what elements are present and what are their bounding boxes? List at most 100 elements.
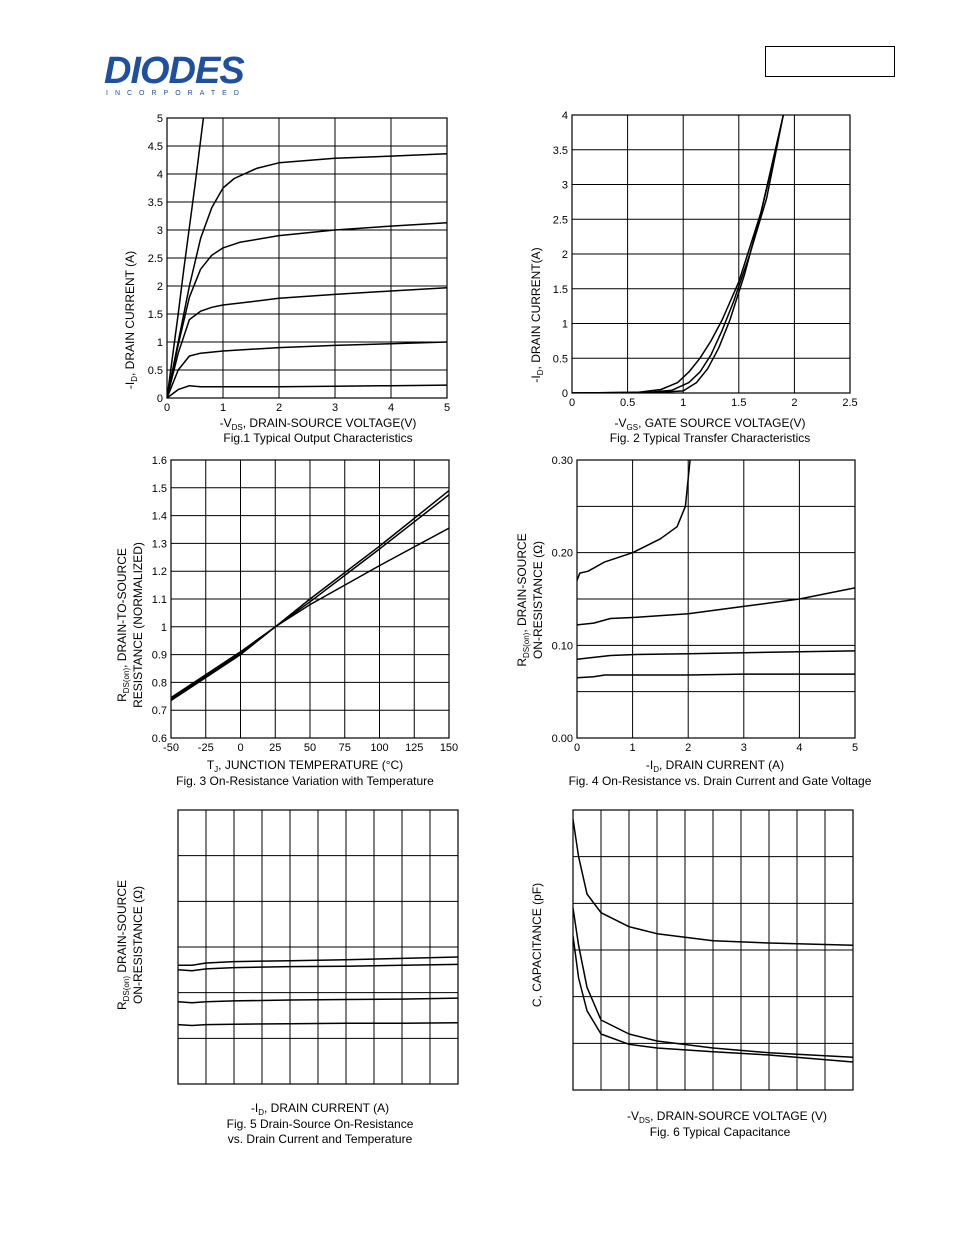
fig2-series-line-3 — [572, 142, 779, 393]
fig2-ytick-label: 3.5 — [553, 145, 568, 157]
fig4-xtick-label: 0 — [574, 742, 580, 754]
fig2-xtick-label: 0 — [569, 397, 575, 409]
fig3-xtick-label: 0 — [237, 742, 243, 754]
fig3-ytick-label: 1.2 — [152, 566, 167, 578]
fig3-xtick-label: 75 — [339, 742, 351, 754]
fig3-xtick-label: 125 — [405, 742, 423, 754]
fig4-xtick-label: 1 — [630, 742, 636, 754]
fig1-ytick-label: 0 — [157, 393, 163, 405]
fig2-chart: 0 0.5 1 1.5 2 2.5 0 0.5 1 1.5 2 2.5 3 3.5 4 -ID, DRAIN… — [529, 110, 858, 445]
fig6-caption: Fig. 6 Typical Capacitance — [650, 1125, 791, 1139]
fig4-ylabel-2: ON-RESISTANCE (Ω) — [531, 541, 545, 659]
fig3-ytick-label: 1.3 — [152, 538, 167, 550]
fig5-chart: RDS(on) DRAIN-SOURCE ON-RESISTANCE (Ω) -… — [115, 809, 459, 1146]
fig3-xtick-label: 100 — [370, 742, 388, 754]
fig3-ytick-label: 1.1 — [152, 594, 167, 606]
fig1-xtick-label: 1 — [220, 402, 226, 414]
fig1-ytick-label: 1 — [157, 337, 163, 349]
fig1-series-line-4 — [167, 286, 447, 398]
fig5-plot-frame — [177, 809, 459, 1085]
fig5-ylabel: RDS(on) DRAIN-SOURCE — [115, 880, 131, 1010]
fig1-ytick-label: 4 — [157, 169, 163, 181]
fig3-ytick-label: 0.7 — [152, 705, 167, 717]
fig3-xtick-label: -50 — [163, 742, 179, 754]
fig4-ytick-label: 0.30 — [552, 455, 573, 467]
fig6-plot-frame — [572, 809, 854, 1091]
fig4-xtick-label: 2 — [685, 742, 691, 754]
fig3-xtick-label: 25 — [269, 742, 281, 754]
fig3-ytick-label: 0.6 — [152, 733, 167, 745]
fig2-caption: Fig. 2 Typical Transfer Characteristics — [610, 431, 811, 445]
fig3-ytick-label: 0.9 — [152, 650, 167, 662]
fig3-series-line-2 — [171, 494, 449, 700]
fig5-caption-2: vs. Drain Current and Temperature — [228, 1132, 413, 1146]
fig2-xtick-label: 1.5 — [731, 397, 746, 409]
fig3-series-line-3 — [171, 527, 449, 699]
fig1-ytick-label: 3 — [157, 225, 163, 237]
fig1-ytick-label: 5 — [157, 113, 163, 125]
fig1-ytick-label: 4.5 — [148, 141, 163, 153]
fig4-series-line-4 — [577, 673, 855, 679]
fig2-ytick-label: 1.5 — [553, 284, 568, 296]
fig2-ytick-label: 2 — [562, 249, 568, 261]
fig3-xtick-label: -25 — [198, 742, 214, 754]
logo-text: DIODES — [104, 50, 245, 92]
fig4-xtick-label: 4 — [796, 742, 802, 754]
fig2-xlabel: -VGS, GATE SOURCE VOLTAGE(V) — [615, 416, 806, 432]
fig6-xlabel: -VDS, DRAIN-SOURCE VOLTAGE (V) — [627, 1109, 827, 1125]
fig2-series-line-1 — [572, 115, 785, 393]
fig3-xlabel: TJ, JUNCTION TEMPERATURE (°C) — [207, 758, 403, 774]
fig5-xlabel: -ID, DRAIN CURRENT (A) — [251, 1101, 389, 1117]
fig3-xtick-label: 50 — [304, 742, 316, 754]
fig4-caption: Fig. 4 On-Resistance vs. Drain Current a… — [569, 774, 872, 788]
fig4-ytick-label: 0.00 — [552, 733, 573, 745]
fig4-series-line-2 — [577, 587, 855, 626]
fig1-caption: Fig.1 Typical Output Characteristics — [223, 431, 412, 445]
fig1-series-line-6 — [167, 384, 447, 398]
fig1-chart: 0 1 2 3 4 5 0 0.5 1 1.5 2 2.5 3 3.5 4 4.5 5 -ID, DRAIN C… — [123, 113, 450, 445]
fig6-chart: C, CAPACITANCE (pF) -VDS, DRAIN-SOURCE V… — [530, 809, 854, 1139]
fig2-xtick-label: 0.5 — [620, 397, 635, 409]
fig5-series-line-2 — [178, 963, 458, 972]
fig4-xtick-label: 5 — [852, 742, 858, 754]
logo-subtext: INCORPORATED — [106, 90, 246, 97]
fig4-chart: 0 1 2 3 4 5 0.00 0.10 0.20 0.30 RDS(on), DRAIN-SO… — [515, 455, 872, 788]
fig1-ytick-label: 3.5 — [148, 197, 163, 209]
fig4-ytick-label: 0.20 — [552, 548, 573, 560]
fig3-ytick-label: 1 — [161, 622, 167, 634]
fig1-xtick-label: 3 — [332, 402, 338, 414]
fig4-ylabel: RDS(on), DRAIN-SOURCE — [515, 533, 531, 666]
fig3-ytick-label: 1.5 — [152, 483, 167, 495]
fig5-ylabel-2: ON-RESISTANCE (Ω) — [131, 886, 145, 1004]
fig1-ytick-label: 0.5 — [148, 365, 163, 377]
fig5-series-line-1 — [178, 956, 458, 967]
fig4-plot-frame — [576, 459, 856, 739]
fig1-series-line-2 — [167, 153, 447, 398]
fig5-caption: Fig. 5 Drain-Source On-Resistance — [227, 1117, 414, 1131]
fig2-ytick-label: 3 — [562, 180, 568, 192]
fig1-plot-frame — [166, 117, 448, 399]
fig3-xtick-label: 150 — [440, 742, 458, 754]
fig2-ylabel: -ID, DRAIN CURRENT(A) — [529, 247, 545, 382]
fig2-plot-frame — [571, 114, 851, 394]
fig5-series-line-4 — [178, 1022, 458, 1027]
fig4-ytick-label: 0.10 — [552, 640, 573, 652]
fig2-xtick-label: 2.5 — [842, 397, 857, 409]
fig6-ylabel: C, CAPACITANCE (pF) — [530, 883, 544, 1007]
fig3-ytick-label: 1.4 — [152, 511, 167, 523]
fig6-series-line-2 — [573, 907, 853, 1059]
fig1-ytick-label: 1.5 — [148, 309, 163, 321]
fig1-xtick-label: 5 — [444, 402, 450, 414]
fig1-xtick-label: 0 — [164, 402, 170, 414]
fig4-series-line-3 — [577, 650, 855, 660]
fig5-series-line-3 — [178, 997, 458, 1004]
fig2-ytick-label: 0.5 — [553, 353, 568, 365]
fig1-xtick-label: 4 — [388, 402, 394, 414]
fig3-chart: -50 -25 0 25 50 75 100 125 150 0.6 0.7 0.8 0.9 1 1.1 1.… — [115, 455, 458, 788]
fig1-ylabel: -ID, DRAIN CURRENT (A) — [123, 251, 139, 389]
fig1-series-line-1 — [167, 118, 205, 398]
diodes-logo: DIODES INCORPORATED — [104, 52, 274, 98]
fig2-xtick-label: 2 — [791, 397, 797, 409]
fig4-series-line-1 — [577, 460, 691, 581]
